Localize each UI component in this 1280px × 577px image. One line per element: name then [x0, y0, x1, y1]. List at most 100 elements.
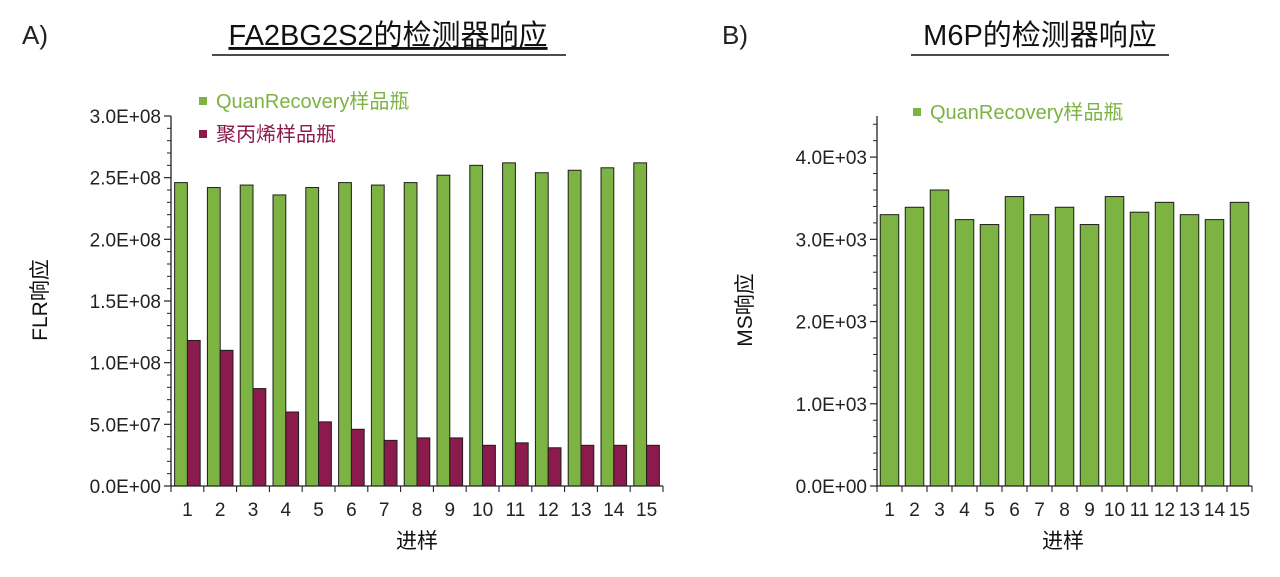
chart-a-bar-quanrecovery [305, 187, 320, 487]
chart-a-bar-polypropylene [383, 439, 398, 487]
chart-b-x-tick-label: 11 [1130, 500, 1150, 521]
chart-b-y-tick-label: 3.0E+03 [796, 230, 867, 251]
chart-b-bar-quanrecovery [1129, 211, 1150, 487]
chart-a-bar-polypropylene [547, 447, 562, 487]
chart-a-x-tick-label: 14 [603, 500, 625, 521]
chart-b-bar-quanrecovery [1104, 196, 1125, 487]
chart-a-y-tick-label: 1.5E+08 [90, 292, 161, 313]
chart-a-bar-quanrecovery [338, 182, 352, 487]
chart-a-x-tick-label: 6 [346, 500, 357, 521]
chart-a-x-tick-label: 11 [506, 500, 526, 521]
chart-a-x-tick-label: 5 [313, 500, 324, 521]
chart-a-title: FA2BG2S2的检测器响应 [228, 19, 547, 52]
chart-a-bar-quanrecovery [567, 169, 582, 487]
chart-a-legend-label: QuanRecovery样品瓶 [216, 90, 409, 113]
chart-b-title: M6P的检测器响应 [923, 19, 1157, 52]
chart-b-bar-quanrecovery [979, 224, 1000, 487]
chart-b-x-tick-label: 1 [884, 500, 895, 521]
chart-panel-b: B) M6P的检测器响应 MS响应 进样 QuanRecovery样品瓶 0.0… [722, 19, 1253, 553]
chart-a-bar-polypropylene [580, 444, 595, 487]
chart-b-bar-quanrecovery [1229, 201, 1250, 487]
chart-b-bar-quanrecovery [1204, 219, 1225, 487]
chart-a-bar-quanrecovery [436, 174, 451, 487]
chart-b-x-tick-label: 4 [959, 500, 970, 521]
chart-a-bar-quanrecovery [206, 187, 221, 487]
chart-b-legend-swatch [913, 108, 921, 116]
chart-a-bar-polypropylene [416, 437, 431, 487]
chart-a-y-tick-label: 5.0E+07 [90, 415, 161, 436]
chart-b-bar-quanrecovery [954, 219, 975, 487]
chart-a-bar-quanrecovery [239, 184, 254, 487]
chart-a-legend-label: 聚丙烯样品瓶 [216, 123, 336, 146]
chart-a-y-tick-label: 2.5E+08 [90, 169, 161, 190]
chart-a-x-tick-label: 12 [538, 500, 559, 521]
chart-b-y-tick-label: 0.0E+00 [796, 477, 867, 498]
chart-a-bar-quanrecovery [534, 172, 549, 487]
chart-b-bar-quanrecovery [1004, 196, 1025, 487]
chart-a-bar-polypropylene [350, 428, 365, 487]
chart-a-bar-polypropylene [252, 388, 267, 487]
chart-a-x-tick-label: 2 [215, 500, 226, 521]
chart-a-bar-polypropylene [514, 442, 529, 487]
chart-a-x-tick-label: 8 [412, 500, 423, 521]
chart-b-legend: QuanRecovery样品瓶 [913, 101, 1123, 124]
panel-a-letter: A) [22, 20, 48, 50]
chart-a-x-tick-label: 13 [570, 500, 591, 521]
chart-a-bar-polypropylene [219, 349, 234, 487]
chart-b-x-tick-label: 13 [1179, 500, 1200, 521]
chart-a-x-tick-label: 9 [445, 500, 456, 521]
chart-b-bar-quanrecovery [1029, 214, 1050, 487]
chart-b-x-tick-label: 2 [909, 500, 920, 521]
chart-a-x-tick-label: 15 [636, 500, 657, 521]
chart-b-ylabel: MS响应 [734, 273, 757, 347]
chart-b-y-tick-label: 4.0E+03 [796, 148, 867, 169]
chart-b-bar-quanrecovery [1079, 224, 1100, 487]
chart-b-x-tick-label: 7 [1034, 500, 1045, 521]
chart-a-x-tick-label: 4 [281, 500, 292, 521]
chart-a-ylabel: FLR响应 [29, 259, 52, 341]
chart-a-bar-polypropylene [449, 437, 464, 487]
chart-b-x-tick-label: 8 [1059, 500, 1070, 521]
chart-panel-a: A) FA2BG2S2的检测器响应 FLR响应 进样 QuanRecovery样… [22, 19, 664, 553]
chart-a-bar-polypropylene [186, 339, 201, 487]
chart-b-xlabel: 进样 [1042, 530, 1084, 553]
chart-b-x-tick-label: 9 [1084, 500, 1095, 521]
chart-b-bar-quanrecovery [929, 189, 950, 487]
chart-a-bar-quanrecovery [403, 182, 418, 487]
chart-b-bar-quanrecovery [879, 214, 900, 487]
chart-b-bar-quanrecovery [1154, 201, 1175, 487]
chart-a-y-tick-label: 2.0E+08 [90, 230, 161, 251]
chart-b-bar-quanrecovery [904, 206, 925, 487]
chart-a-bar-quanrecovery [600, 167, 615, 487]
chart-b-x-tick-label: 3 [934, 500, 945, 521]
chart-a-bar-quanrecovery [370, 184, 385, 487]
chart-a-y-tick-label: 3.0E+08 [90, 107, 161, 128]
chart-a-bar-quanrecovery [272, 194, 287, 487]
chart-a-legend-swatch [199, 130, 207, 138]
chart-a-y-tick-label: 1.0E+08 [90, 354, 161, 375]
chart-a-bar-polypropylene [482, 444, 496, 487]
chart-a-bar-quanrecovery [174, 182, 188, 487]
chart-b-bar-quanrecovery [1054, 206, 1075, 487]
chart-b-y-tick-label: 2.0E+03 [796, 313, 867, 334]
chart-a-bar-quanrecovery [502, 162, 516, 487]
chart-a-legend-swatch [199, 97, 207, 105]
chart-a-bar-quanrecovery [469, 164, 484, 487]
chart-a-bar-polypropylene [646, 444, 660, 487]
chart-a-bar-polypropylene [613, 444, 628, 487]
chart-b-y-tick-label: 1.0E+03 [796, 395, 867, 416]
chart-a-bar-quanrecovery [633, 162, 648, 487]
chart-a-x-tick-label: 10 [472, 500, 493, 521]
chart-a-bar-polypropylene [318, 421, 332, 487]
chart-b-x-tick-label: 6 [1009, 500, 1020, 521]
chart-b-bar-quanrecovery [1179, 214, 1200, 487]
chart-b-legend-label: QuanRecovery样品瓶 [930, 101, 1123, 124]
chart-b-x-tick-label: 10 [1104, 500, 1125, 521]
chart-b-x-tick-label: 15 [1229, 500, 1250, 521]
chart-a-x-tick-label: 7 [379, 500, 390, 521]
chart-b-x-tick-label: 14 [1204, 500, 1226, 521]
chart-a-x-tick-label: 1 [182, 500, 193, 521]
chart-b-x-tick-label: 5 [984, 500, 995, 521]
